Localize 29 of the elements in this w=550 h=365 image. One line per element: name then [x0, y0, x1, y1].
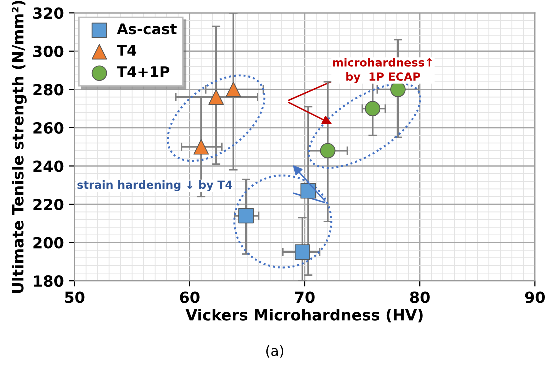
- point: [194, 139, 210, 155]
- point: [365, 101, 381, 117]
- y-tick-label: 320: [34, 8, 64, 20]
- y-axis-title: Ultimate Tenisle strength (N/mm²): [12, 1, 27, 294]
- text: (a): [266, 346, 284, 358]
- x-tick-label: 60: [180, 292, 200, 304]
- annotation: microhardness↑ by 1P ECAP: [333, 58, 432, 84]
- x-tick-label: 80: [410, 292, 430, 304]
- point: [390, 82, 406, 98]
- x-tick-label: 70: [295, 292, 315, 304]
- legend-label: As-cast: [117, 24, 177, 35]
- annotation: strain hardening ↓ by T4: [78, 180, 232, 192]
- x-tick-label: 90: [525, 292, 546, 304]
- legend-label: T4: [117, 45, 137, 56]
- y-tick-label: 180: [34, 276, 64, 288]
- y-tick-label: 300: [34, 46, 64, 58]
- point: [320, 143, 336, 159]
- point: [238, 208, 254, 224]
- y-tick-label: 260: [34, 122, 64, 134]
- point: [226, 82, 242, 98]
- y-tick-label: 240: [34, 160, 64, 172]
- legend-label: T4+1P: [117, 66, 170, 78]
- point: [208, 90, 224, 106]
- y-tick-label: 200: [34, 237, 64, 249]
- point: [294, 244, 310, 260]
- x-tick-label: 50: [65, 292, 85, 304]
- y-tick-label: 280: [34, 84, 64, 96]
- y-tick-label: 220: [34, 198, 64, 211]
- x-axis-title: Vickers Microhardness (HV): [186, 309, 423, 323]
